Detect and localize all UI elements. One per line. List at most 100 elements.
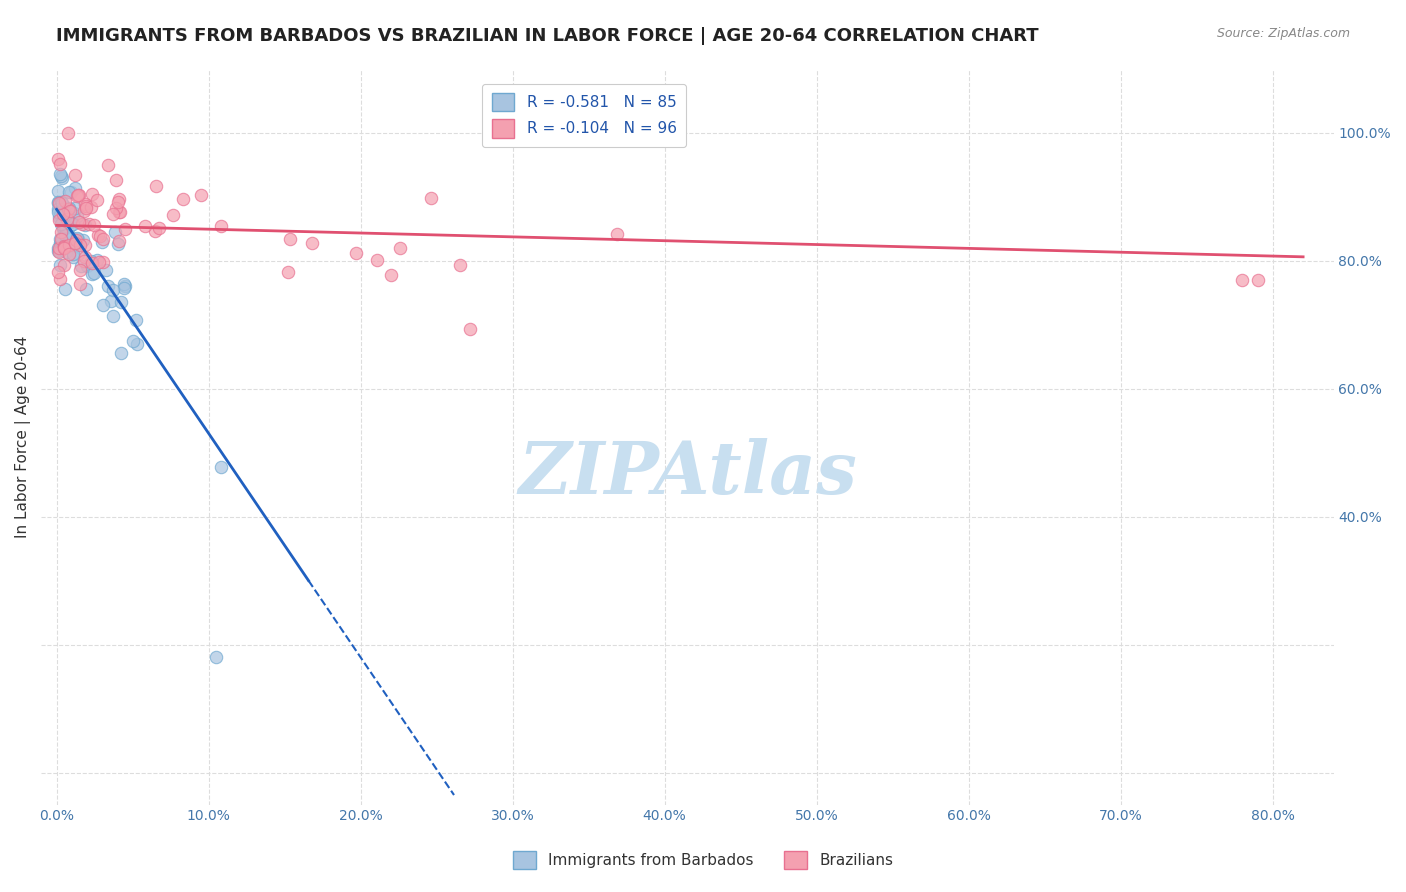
Brazilians bbox=[56, 126, 79, 140]
Brazilians bbox=[58, 247, 80, 261]
Brazilians bbox=[66, 188, 89, 202]
Immigrants from Barbados bbox=[101, 309, 124, 323]
Immigrants from Barbados bbox=[112, 281, 135, 295]
Immigrants from Barbados bbox=[70, 260, 93, 274]
Immigrants from Barbados bbox=[107, 237, 129, 252]
Brazilians bbox=[87, 255, 110, 269]
Immigrants from Barbados bbox=[58, 185, 80, 199]
Immigrants from Barbados bbox=[58, 219, 80, 233]
Immigrants from Barbados bbox=[56, 209, 79, 223]
Brazilians bbox=[148, 220, 170, 235]
Immigrants from Barbados bbox=[125, 313, 148, 327]
Immigrants from Barbados bbox=[62, 250, 84, 264]
Immigrants from Barbados bbox=[51, 218, 73, 232]
Immigrants from Barbados bbox=[53, 225, 76, 239]
Brazilians bbox=[105, 201, 128, 215]
Brazilians bbox=[75, 201, 97, 215]
Immigrants from Barbados bbox=[209, 459, 232, 474]
Brazilians bbox=[65, 233, 87, 247]
Immigrants from Barbados bbox=[67, 232, 90, 246]
Immigrants from Barbados bbox=[53, 282, 76, 296]
Immigrants from Barbados bbox=[48, 167, 70, 181]
Immigrants from Barbados bbox=[62, 239, 84, 253]
Brazilians bbox=[344, 246, 367, 260]
Brazilians bbox=[51, 207, 73, 221]
Brazilians bbox=[97, 158, 120, 172]
Immigrants from Barbados bbox=[76, 259, 98, 273]
Immigrants from Barbados bbox=[55, 245, 77, 260]
Immigrants from Barbados bbox=[53, 219, 76, 234]
Immigrants from Barbados bbox=[96, 263, 118, 277]
Text: IMMIGRANTS FROM BARBADOS VS BRAZILIAN IN LABOR FORCE | AGE 20-64 CORRELATION CHA: IMMIGRANTS FROM BARBADOS VS BRAZILIAN IN… bbox=[56, 27, 1039, 45]
Immigrants from Barbados bbox=[100, 293, 122, 308]
Immigrants from Barbados bbox=[66, 247, 89, 261]
Immigrants from Barbados bbox=[62, 206, 84, 220]
Immigrants from Barbados bbox=[51, 202, 73, 216]
Brazilians bbox=[77, 217, 100, 231]
Brazilians bbox=[69, 237, 91, 252]
Brazilians bbox=[48, 196, 70, 211]
Brazilians bbox=[63, 168, 86, 182]
Immigrants from Barbados bbox=[101, 283, 124, 297]
Brazilians bbox=[53, 239, 76, 253]
Brazilians bbox=[301, 235, 323, 250]
Brazilians bbox=[48, 241, 70, 255]
Brazilians bbox=[46, 152, 69, 166]
Brazilians bbox=[172, 192, 194, 206]
Brazilians bbox=[75, 237, 97, 252]
Brazilians bbox=[278, 231, 301, 245]
Brazilians bbox=[48, 272, 70, 286]
Brazilians bbox=[366, 253, 388, 268]
Immigrants from Barbados bbox=[65, 201, 87, 215]
Immigrants from Barbados bbox=[49, 238, 72, 252]
Immigrants from Barbados bbox=[48, 211, 70, 225]
Text: ZIPAtlas: ZIPAtlas bbox=[517, 438, 856, 508]
Immigrants from Barbados bbox=[59, 215, 82, 229]
Brazilians bbox=[58, 202, 80, 217]
Immigrants from Barbados bbox=[62, 247, 84, 261]
Brazilians bbox=[107, 194, 129, 209]
Immigrants from Barbados bbox=[66, 237, 89, 252]
Text: Source: ZipAtlas.com: Source: ZipAtlas.com bbox=[1216, 27, 1350, 40]
Brazilians bbox=[51, 225, 73, 239]
Brazilians bbox=[1232, 273, 1254, 287]
Brazilians bbox=[48, 213, 70, 227]
Brazilians bbox=[73, 253, 96, 268]
Brazilians bbox=[108, 234, 131, 248]
Immigrants from Barbados bbox=[83, 266, 105, 280]
Y-axis label: In Labor Force | Age 20-64: In Labor Force | Age 20-64 bbox=[15, 335, 31, 538]
Immigrants from Barbados bbox=[53, 221, 76, 235]
Brazilians bbox=[108, 205, 131, 219]
Brazilians bbox=[80, 200, 103, 214]
Immigrants from Barbados bbox=[66, 209, 89, 223]
Brazilians bbox=[458, 322, 481, 336]
Immigrants from Barbados bbox=[110, 345, 132, 359]
Brazilians bbox=[58, 237, 80, 252]
Brazilians bbox=[69, 277, 91, 292]
Brazilians bbox=[419, 191, 441, 205]
Brazilians bbox=[67, 187, 90, 202]
Immigrants from Barbados bbox=[51, 171, 73, 186]
Immigrants from Barbados bbox=[86, 253, 108, 268]
Immigrants from Barbados bbox=[53, 227, 76, 242]
Brazilians bbox=[87, 228, 110, 243]
Immigrants from Barbados bbox=[49, 195, 72, 210]
Immigrants from Barbados bbox=[48, 206, 70, 220]
Immigrants from Barbados bbox=[205, 650, 228, 665]
Immigrants from Barbados bbox=[66, 235, 89, 249]
Brazilians bbox=[69, 262, 91, 277]
Brazilians bbox=[63, 236, 86, 251]
Brazilians bbox=[108, 193, 131, 207]
Immigrants from Barbados bbox=[125, 336, 148, 351]
Immigrants from Barbados bbox=[62, 217, 84, 231]
Immigrants from Barbados bbox=[56, 210, 79, 224]
Immigrants from Barbados bbox=[48, 232, 70, 246]
Brazilians bbox=[53, 241, 76, 255]
Immigrants from Barbados bbox=[122, 334, 145, 348]
Immigrants from Barbados bbox=[51, 169, 73, 183]
Immigrants from Barbados bbox=[72, 234, 94, 248]
Immigrants from Barbados bbox=[46, 184, 69, 198]
Brazilians bbox=[67, 215, 90, 229]
Brazilians bbox=[145, 179, 167, 194]
Brazilians bbox=[91, 232, 114, 246]
